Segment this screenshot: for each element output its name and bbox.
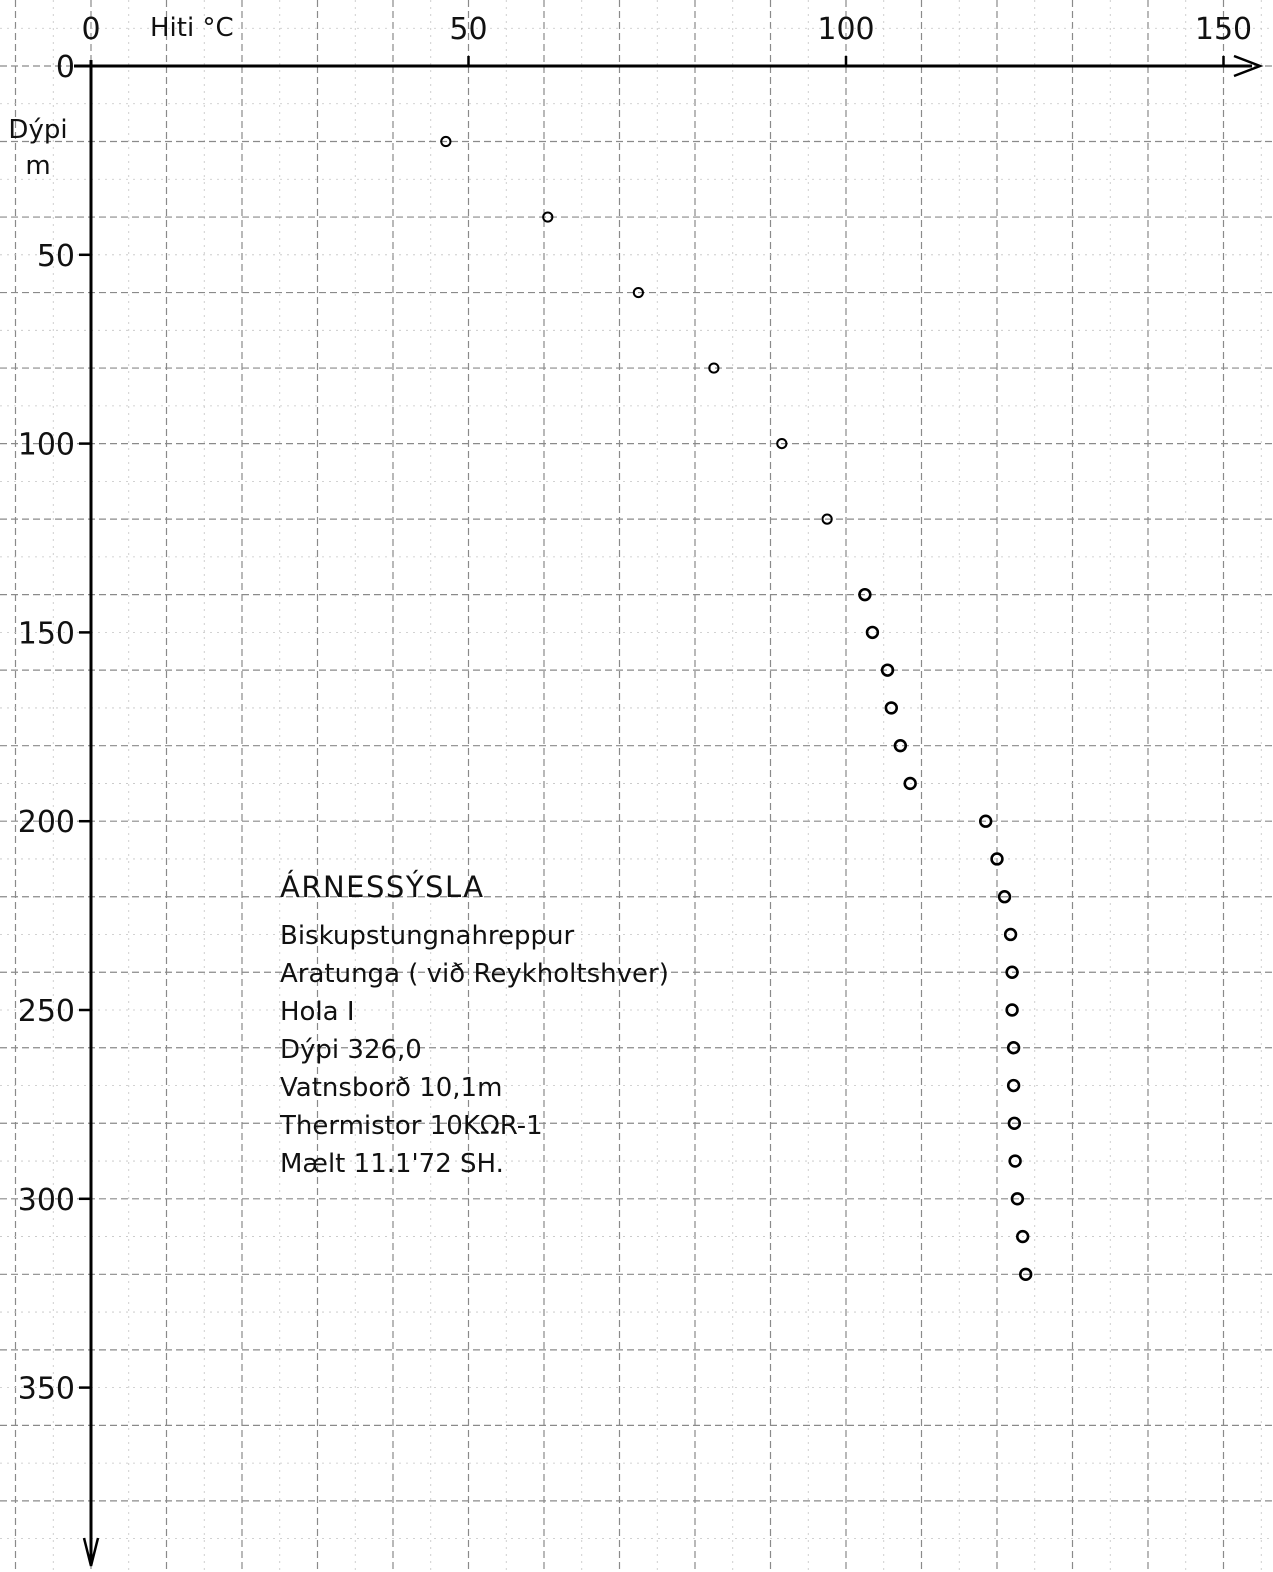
data-point — [1003, 927, 1018, 942]
y-tick-label: 350 — [18, 1372, 75, 1407]
x-axis-label: Hiti °C — [150, 13, 234, 43]
data-point — [1008, 1154, 1022, 1168]
data-point — [542, 211, 554, 223]
data-point — [990, 852, 1004, 866]
data-point — [1010, 1192, 1025, 1206]
annotation-line: Biskupstungnahreppur — [280, 921, 575, 951]
y-axis-label: Dýpi m — [8, 115, 67, 181]
data-point — [1015, 1229, 1030, 1244]
annotation-line: Vatnsborð 10,1m — [280, 1073, 502, 1103]
data-points — [440, 135, 1033, 1282]
data-point — [1006, 1078, 1021, 1093]
data-point — [776, 438, 788, 450]
y-tick-label: 200 — [18, 805, 75, 840]
y-tick-label: 300 — [18, 1183, 75, 1218]
data-point — [1018, 1267, 1033, 1282]
annotation-title: ÁRNESSÝSLA — [280, 870, 485, 904]
data-point — [884, 701, 898, 715]
y-tick-label: 150 — [18, 616, 75, 651]
data-point — [858, 587, 872, 602]
y-ticks: 0 50 100 150 200 250 300 350 — [18, 50, 91, 1407]
x-ticks: 0 50 100 150 — [81, 12, 1252, 66]
y-tick-label: 100 — [18, 428, 75, 463]
data-point — [997, 890, 1012, 904]
y-tick-label: 50 — [37, 239, 75, 274]
x-axis-arrow-icon — [1233, 54, 1264, 78]
data-point — [1005, 1003, 1019, 1017]
annotation-line: Dýpi 326,0 — [280, 1035, 422, 1065]
y-tick-label: 0 — [56, 50, 75, 85]
data-point — [978, 814, 993, 828]
y-tick-label: 250 — [18, 994, 75, 1029]
x-tick-label: 100 — [817, 12, 874, 47]
data-point — [865, 625, 880, 640]
annotation-line: Hola I — [280, 997, 355, 1027]
data-point — [893, 738, 908, 753]
data-point — [880, 663, 895, 677]
data-point — [708, 362, 720, 374]
data-point — [440, 135, 452, 148]
annotation-line: Mælt 11.1'72 SH. — [280, 1149, 504, 1179]
x-tick-label: 50 — [449, 12, 487, 47]
annotation-line: Aratunga ( við Reykholtshver) — [280, 959, 669, 989]
data-point — [1005, 965, 1019, 979]
annotation-line: Thermistor 10KΩR-1 — [279, 1111, 543, 1141]
x-tick-label: 0 — [81, 12, 100, 47]
annotation-block: ÁRNESSÝSLA Biskupstungnahreppur Aratunga… — [279, 870, 669, 1179]
data-point — [1006, 1041, 1021, 1055]
y-axis-arrow-icon — [82, 1537, 100, 1567]
axes — [74, 54, 1264, 1567]
x-tick-label: 150 — [1195, 12, 1252, 47]
data-point — [632, 286, 644, 299]
data-point — [903, 776, 917, 791]
data-point — [1007, 1116, 1022, 1130]
data-point — [821, 513, 833, 525]
